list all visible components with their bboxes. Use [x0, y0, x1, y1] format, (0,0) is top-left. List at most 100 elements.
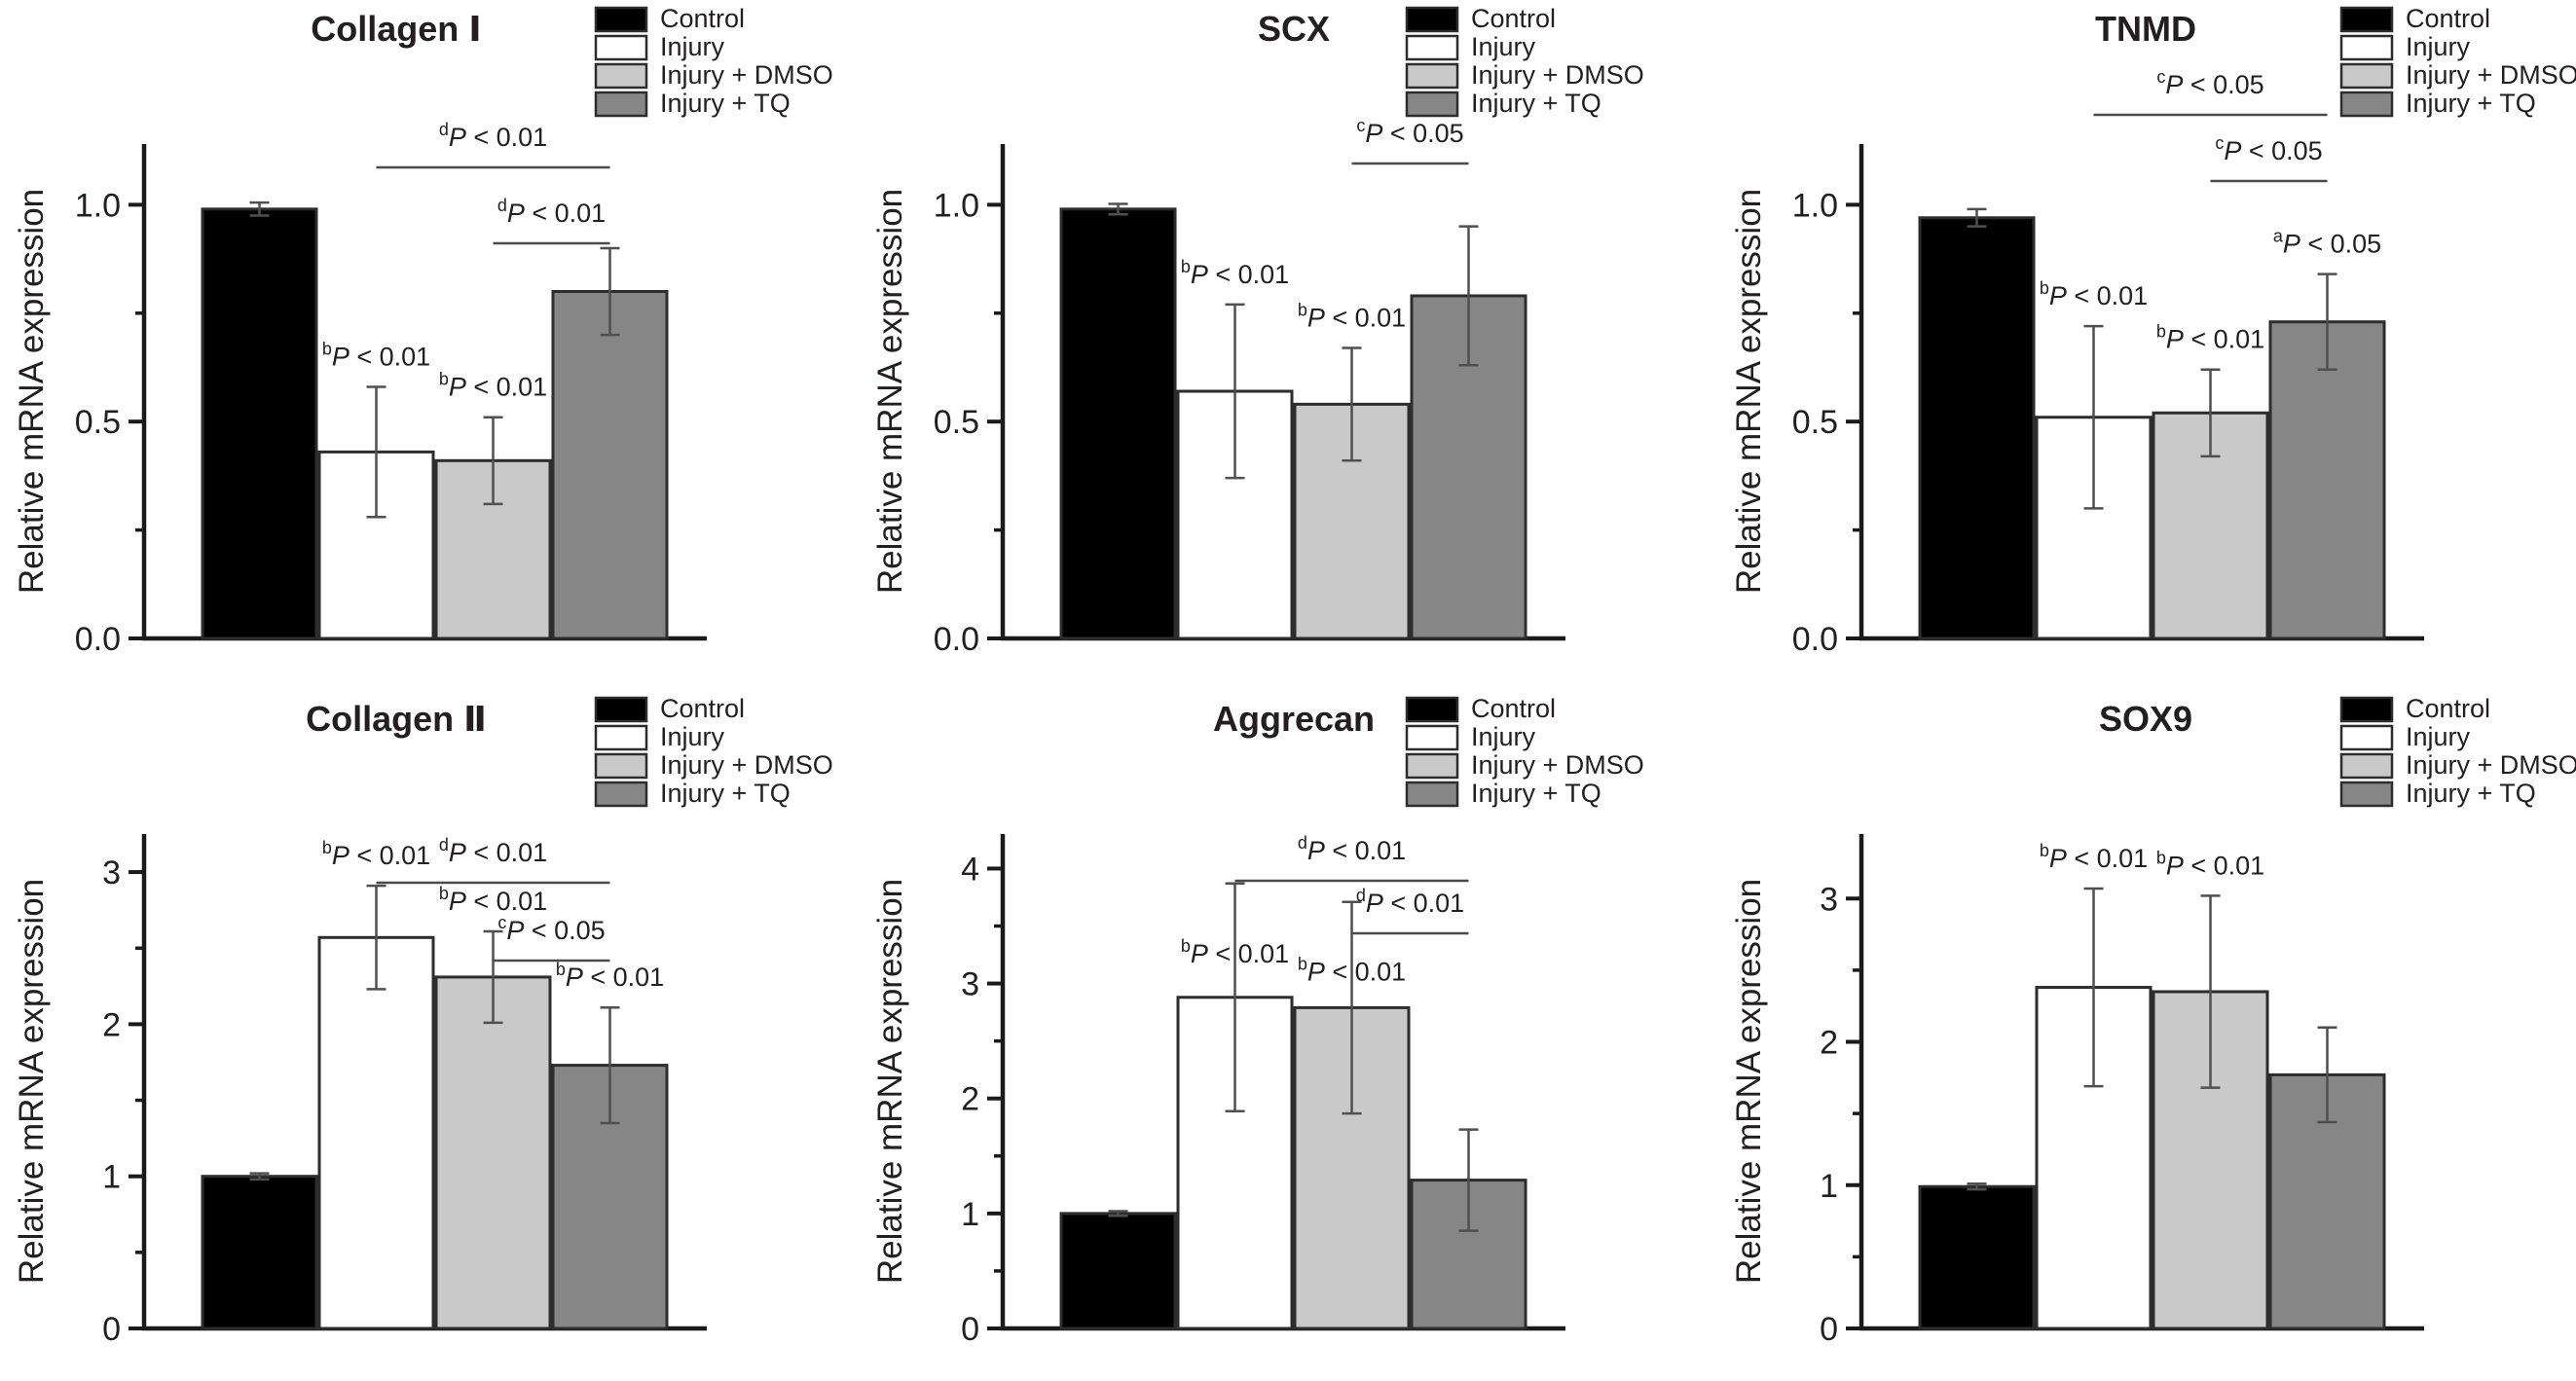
legend-label-injury-tq: Injury + TQ	[660, 89, 791, 118]
legend-label-control: Control	[660, 4, 745, 33]
legend-swatch-injury-dmso	[1405, 62, 1459, 90]
bar-control	[1059, 207, 1177, 640]
legend-label-control: Control	[1471, 4, 1556, 33]
bracket-significance-label: dP < 0.01	[497, 196, 606, 228]
legend-swatch-control	[1405, 696, 1459, 723]
chart-panel-collagen-2: Collagen Ⅱ Control Injury Injury + DMSO Inju…	[0, 690, 859, 1380]
legend-swatch-injury	[2339, 34, 2394, 61]
legend-label-injury-dmso: Injury + DMSO	[1471, 60, 1644, 90]
chart-title: Collagen Ⅰ	[311, 9, 481, 49]
legend-label-control: Control	[1471, 694, 1556, 723]
bar-injury-tq	[2268, 320, 2386, 640]
y-tick-label: 0.0	[934, 621, 979, 658]
legend-swatch-injury-dmso	[2339, 752, 2394, 780]
bracket-significance-label: dP < 0.01	[439, 120, 547, 152]
legend-swatch-injury-tq	[594, 91, 648, 118]
bracket-significance-label: dP < 0.01	[439, 835, 547, 867]
legend-label-injury-dmso: Injury + DMSO	[660, 750, 833, 780]
y-axis-title: Relative mRNA expression	[1730, 189, 1768, 594]
bar-injury-tq	[551, 290, 669, 640]
y-tick-label: 0.5	[934, 404, 979, 441]
chart-panel-scx: SCX Control Injury Injury + DMSO Injury + TQ…	[859, 0, 1717, 690]
y-tick-label: 2	[102, 1006, 121, 1043]
legend-swatch-control	[1405, 6, 1459, 33]
bracket-significance-label: dP < 0.01	[1356, 886, 1464, 918]
chart-title: SCX	[1258, 9, 1330, 49]
legend-swatch-injury-tq	[594, 781, 648, 808]
significance-label: bP < 0.01	[1298, 300, 1406, 332]
y-tick-label: 0.0	[1792, 621, 1838, 658]
y-axis-title: Relative mRNA expression	[871, 879, 909, 1284]
bracket-significance-label: dP < 0.01	[1298, 833, 1406, 865]
chart-panel-aggrecan: Aggrecan Control Injury Injury + DMSO Injury…	[859, 690, 1717, 1380]
legend-label-injury-tq: Injury + TQ	[660, 779, 791, 808]
legend-label-control: Control	[2406, 4, 2490, 33]
chart-title: SOX9	[2099, 699, 2192, 739]
bar-control	[1059, 1212, 1177, 1330]
significance-label: bP < 0.01	[2040, 841, 2148, 873]
legend-swatch-injury-tq	[1405, 91, 1459, 118]
legend-swatch-control	[2339, 696, 2394, 723]
significance-label: bP < 0.01	[2156, 322, 2264, 354]
bar-injury	[317, 450, 435, 640]
y-tick-label: 3	[961, 966, 979, 1003]
legend-swatch-injury	[594, 34, 648, 61]
y-tick-label: 1	[961, 1196, 979, 1233]
bracket-significance-label: cP < 0.05	[497, 913, 605, 945]
legend-label-injury-dmso: Injury + DMSO	[660, 60, 833, 90]
chart-title: Aggrecan	[1213, 699, 1375, 739]
chart-panel-sox9: SOX9 Control Injury Injury + DMSO Injury + T…	[1717, 690, 2576, 1380]
legend-label-injury: Injury	[1471, 32, 1536, 61]
y-tick-label: 3	[102, 854, 121, 891]
legend-swatch-injury-tq	[1405, 781, 1459, 808]
bracket-significance-label: cP < 0.05	[1356, 116, 1463, 148]
significance-label: aP < 0.05	[2273, 227, 2381, 259]
legend-label-injury-dmso: Injury + DMSO	[2406, 750, 2576, 780]
chart-title: Collagen Ⅱ	[306, 699, 487, 739]
legend-swatch-control	[594, 696, 648, 723]
legend-swatch-injury-tq	[2339, 91, 2394, 118]
legend-label-injury-dmso: Injury + DMSO	[2406, 60, 2576, 90]
legend-label-injury-dmso: Injury + DMSO	[1471, 750, 1644, 780]
y-axis-title: Relative mRNA expression	[871, 189, 909, 594]
legend-label-injury: Injury	[2406, 32, 2471, 61]
y-tick-label: 0	[102, 1311, 121, 1348]
legend-label-injury: Injury	[1471, 722, 1536, 751]
y-tick-label: 2	[1820, 1025, 1838, 1062]
bar-control	[201, 1175, 318, 1330]
legend-label-injury-tq: Injury + TQ	[2406, 89, 2536, 118]
y-tick-label: 2	[961, 1081, 979, 1118]
significance-label: bP < 0.01	[439, 370, 547, 402]
significance-label: bP < 0.01	[322, 838, 430, 870]
y-axis-title: Relative mRNA expression	[1730, 879, 1768, 1284]
legend-label-injury: Injury	[660, 722, 725, 751]
y-tick-label: 4	[961, 851, 979, 888]
legend-label-injury-tq: Injury + TQ	[1471, 779, 1601, 808]
legend-label-injury-tq: Injury + TQ	[2406, 779, 2536, 808]
y-tick-label: 1	[102, 1159, 121, 1196]
bar-injury	[317, 935, 435, 1330]
y-tick-label: 3	[1820, 881, 1838, 918]
legend-swatch-injury-tq	[2339, 781, 2394, 808]
bar-control	[1918, 1184, 2036, 1330]
significance-label: bP < 0.01	[2040, 278, 2148, 310]
bracket-significance-label: cP < 0.05	[2156, 67, 2263, 99]
y-tick-label: 0.0	[75, 621, 121, 658]
legend-label-injury: Injury	[2406, 722, 2471, 751]
y-axis-title: Relative mRNA expression	[13, 189, 51, 594]
legend-swatch-injury-dmso	[2339, 62, 2394, 90]
legend-label-control: Control	[2406, 694, 2490, 723]
legend-swatch-injury-dmso	[1405, 752, 1459, 780]
y-tick-label: 1	[1820, 1168, 1838, 1205]
significance-label: bP < 0.01	[1181, 257, 1289, 289]
chart-title: TNMD	[2095, 9, 2196, 49]
y-tick-label: 0.5	[75, 404, 121, 441]
significance-label: bP < 0.01	[1181, 936, 1289, 968]
legend-swatch-control	[2339, 6, 2394, 33]
legend-swatch-control	[594, 6, 648, 33]
